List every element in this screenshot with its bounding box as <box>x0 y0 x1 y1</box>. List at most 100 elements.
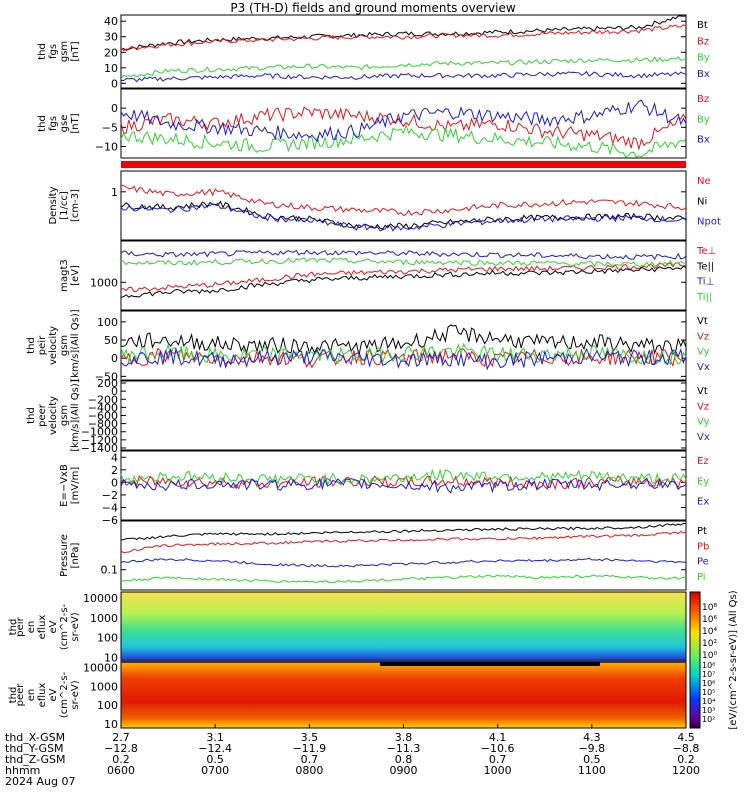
y-axis-label: Density <box>48 186 59 224</box>
series-line-Pb <box>120 530 687 554</box>
x-tick-label: −12.4 <box>198 742 232 755</box>
x-tick-label: 0.2 <box>112 753 130 766</box>
x-tick-label: 1200 <box>672 764 700 777</box>
y-axis-label: E=−VxB <box>59 464 70 507</box>
x-row-label: thd_Y-GSM <box>5 742 64 755</box>
x-tick-label: 4.5 <box>677 731 695 744</box>
x-tick-label: 2.7 <box>112 731 130 744</box>
y-tick-label: −1400 <box>81 442 118 455</box>
legend-Ez: Ez <box>697 456 709 467</box>
y-tick-label: 0 <box>111 385 118 398</box>
x-tick-label: −11.3 <box>387 742 421 755</box>
series-line-Ne <box>120 184 687 217</box>
x-tick-label: 0.2 <box>677 753 695 766</box>
y-tick-label: −400 <box>88 401 118 414</box>
y-tick-label: 0 <box>111 352 118 365</box>
y-axis-label: [1/cc] <box>59 191 70 220</box>
colorbar-tick-label: 10⁶ <box>702 615 717 625</box>
colorbar-tick-label: 10⁰ <box>702 651 717 661</box>
y-tick-label: −1200 <box>81 434 118 447</box>
y-axis-label: [eV] <box>70 265 81 286</box>
x-tick-label: −12.8 <box>104 742 138 755</box>
y-axis-label: [km/s](All Qs)] <box>70 379 81 451</box>
series-line-Ex <box>120 477 687 494</box>
legend-Pt: Pt <box>697 526 707 537</box>
y-tick-label: −50 <box>95 370 118 383</box>
series-line-Vy <box>120 342 687 366</box>
x-tick-label: 1100 <box>578 764 606 777</box>
x-tick-label: 3.1 <box>206 731 224 744</box>
x-tick-label: −10.6 <box>481 742 515 755</box>
colorbar-tick-label: 10⁸ <box>702 661 715 670</box>
legend-Bz: Bz <box>697 36 709 47</box>
y-axis-label: thd <box>8 619 19 636</box>
x-tick-label: −8.8 <box>673 742 700 755</box>
y-axis-label: peer <box>37 403 48 427</box>
legend-Npot: Npot <box>697 217 721 228</box>
x-tick-label: 0.5 <box>583 753 601 766</box>
legend-Pi: Pi <box>697 572 706 583</box>
y-axis-label: thd <box>37 115 48 132</box>
legend-Bz: Bz <box>697 94 709 105</box>
x-row-label: thd_Z-GSM <box>5 753 65 766</box>
y-tick-label: −6 <box>102 514 118 527</box>
y-tick-label: 1 <box>111 186 118 199</box>
x-date-label: 2024 Aug 07 <box>5 775 75 788</box>
legend-Vx: Vx <box>697 432 710 443</box>
y-tick-label: 0 <box>111 77 118 90</box>
y-axis-label: peir <box>37 335 48 355</box>
y-tick-label: 50 <box>104 334 118 347</box>
colorbar-tick-label: 10⁷ <box>702 670 715 679</box>
series-line-Bz <box>120 24 687 51</box>
series-line-Te|| <box>120 265 687 298</box>
series-line-Ti|| <box>120 257 687 268</box>
y-tick-label: 100 <box>97 316 118 329</box>
colorbar-tick-label: 10⁵ <box>702 688 715 697</box>
x-tick-label: 0800 <box>295 764 323 777</box>
y-axis-label: thd <box>37 43 48 60</box>
series-line-Pi <box>120 574 687 584</box>
series-line-Bz <box>120 106 687 152</box>
y-axis-label: [cm-3] <box>70 189 81 222</box>
x-axis: thd_X-GSM 2.7 3.1 3.5 3.8 4.1 4.3 4.5 thd_Y-GSM −… <box>5 724 700 788</box>
panel-fgs-gsm: 0 10 20 30 40 thd fgs gsm [nT] Bt Bz By Bx <box>37 14 710 90</box>
y-axis-label: magt3 <box>59 259 70 292</box>
y-tick-label: 0 <box>111 476 118 489</box>
legend-Pb: Pb <box>697 541 709 552</box>
panel-flag-band <box>121 161 686 168</box>
panel-frame <box>120 14 687 89</box>
y-axis-label: thd <box>8 687 19 704</box>
y-tick-label: 100 <box>97 632 118 645</box>
colorbar-tick-label: 10³ <box>702 706 715 715</box>
legend-Ni: Ni <box>697 196 707 207</box>
y-axis-label: eV <box>48 620 59 633</box>
x-tick-label: −11.9 <box>292 742 326 755</box>
legend-Vy: Vy <box>697 417 710 428</box>
legend-Ex: Ex <box>697 497 709 508</box>
y-axis-label: [nT] <box>70 113 81 133</box>
x-row-label: hhmm <box>5 764 40 777</box>
y-axis-label: Pressure <box>59 534 70 577</box>
ion-lowenergy-noise <box>121 659 686 663</box>
y-axis-label: sr-eV) <box>70 680 81 709</box>
x-tick-label: 3.8 <box>395 731 413 744</box>
panel-fgs-gse: 0 −5 −10 thd fgs gse [nT] Bz By Bx <box>37 88 710 159</box>
y-axis-label: (cm^2-s- <box>59 671 70 718</box>
colorbar <box>689 591 701 729</box>
legend-By: By <box>697 114 710 125</box>
series-line-Vx <box>120 347 687 371</box>
colorbar-tick-label: 10⁶ <box>702 679 715 688</box>
y-tick-label: 4 <box>111 451 118 464</box>
y-tick-label: 40 <box>104 15 118 28</box>
panel-frame <box>120 170 687 241</box>
series-line-Ez <box>120 475 687 491</box>
colorbar-tick-label: 10⁸ <box>702 603 717 613</box>
legend-Ey: Ey <box>697 476 709 487</box>
x-tick-label: 0.5 <box>206 753 224 766</box>
series-line-Ti⊥ <box>120 249 687 261</box>
panel-velocity-gsm: 100 50 0 −50 thd peir velocity gsm [km/s](All Qs… <box>26 309 710 383</box>
y-axis-label: gse <box>59 115 70 133</box>
y-axis-label: fgs <box>48 116 59 131</box>
